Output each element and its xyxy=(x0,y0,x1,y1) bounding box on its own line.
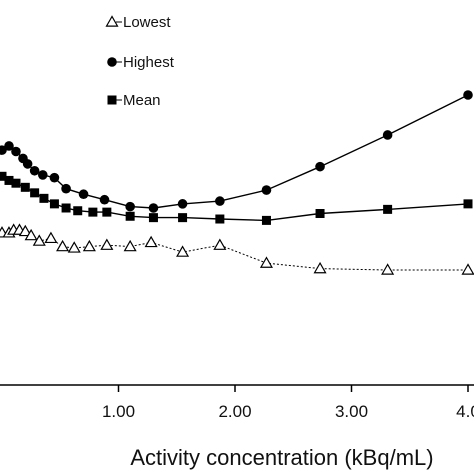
mean-point xyxy=(20,182,30,192)
mean-legend-point xyxy=(107,95,117,105)
mean-point xyxy=(39,193,49,203)
lowest-point xyxy=(123,239,137,252)
highest-point xyxy=(11,146,21,157)
legend: Lowest Highest Mean xyxy=(105,14,175,109)
lowest-point xyxy=(100,238,114,250)
lowest-point xyxy=(82,239,96,252)
lowest-point xyxy=(213,238,227,250)
mean-point xyxy=(125,211,135,221)
mean-point xyxy=(61,203,71,213)
x-tick-label: 1.00 xyxy=(102,402,135,421)
x-tick-label: 4.0 xyxy=(456,402,474,421)
highest-line xyxy=(1,94,469,209)
mean-point xyxy=(315,209,325,219)
lowest-point xyxy=(259,256,273,268)
mean-point xyxy=(463,199,473,209)
mean-point xyxy=(30,188,40,198)
highest-point xyxy=(177,199,188,209)
lowest-line xyxy=(2,229,468,271)
mean-point xyxy=(73,206,83,216)
mean-line xyxy=(1,175,469,222)
legend-label: Mean xyxy=(123,92,161,109)
highest-point xyxy=(215,196,225,206)
legend-label: Lowest xyxy=(123,14,171,31)
lowest-point xyxy=(32,234,46,246)
highest-point xyxy=(22,159,33,169)
lowest-point xyxy=(176,245,190,257)
highest-point xyxy=(382,130,393,140)
series-lowest xyxy=(0,223,474,275)
highest-legend-point xyxy=(107,57,117,67)
lowest-legend-point xyxy=(105,15,119,27)
mean-point xyxy=(102,207,112,217)
mean-point xyxy=(148,213,158,223)
lowest-point xyxy=(18,224,32,237)
highest-point xyxy=(463,90,473,100)
highest-point xyxy=(78,189,89,200)
x-tick-label: 3.00 xyxy=(335,402,368,421)
lowest-point xyxy=(461,263,474,275)
highest-point xyxy=(29,165,40,176)
series-layer xyxy=(0,90,474,275)
highest-point xyxy=(4,141,14,151)
x-axis-title: Activity concentration (kBq/mL) xyxy=(130,445,433,470)
series-highest xyxy=(0,90,473,213)
mean-point xyxy=(261,215,271,225)
legend-label: Highest xyxy=(123,54,175,71)
lowest-point xyxy=(67,241,81,253)
highest-point xyxy=(61,183,71,194)
lowest-point xyxy=(24,228,38,241)
mean-point xyxy=(49,199,59,209)
mean-point xyxy=(178,213,188,223)
lowest-point xyxy=(56,239,70,252)
highest-point xyxy=(99,194,110,205)
lowest-point xyxy=(144,235,158,248)
series-mean xyxy=(0,171,473,225)
mean-point xyxy=(215,214,225,224)
mean-point xyxy=(383,204,393,214)
highest-point xyxy=(37,170,48,180)
legend-item-highest: Highest xyxy=(107,54,175,71)
highest-point xyxy=(261,185,272,195)
highest-point xyxy=(148,203,159,213)
x-tick-group: 1.00 2.00 3.00 4.0 xyxy=(102,385,474,421)
highest-point xyxy=(315,161,325,172)
mean-point xyxy=(11,178,21,188)
legend-item-lowest: Lowest xyxy=(105,14,171,31)
legend-item-mean: Mean xyxy=(107,92,161,109)
highest-point xyxy=(125,201,135,212)
lowest-point xyxy=(313,261,327,274)
lowest-point xyxy=(44,231,58,244)
mean-point xyxy=(0,171,7,181)
x-tick-label: 2.00 xyxy=(218,402,251,421)
mean-point xyxy=(4,175,14,185)
lowest-point xyxy=(381,263,395,275)
mean-point xyxy=(88,207,98,217)
highest-point xyxy=(49,172,60,183)
